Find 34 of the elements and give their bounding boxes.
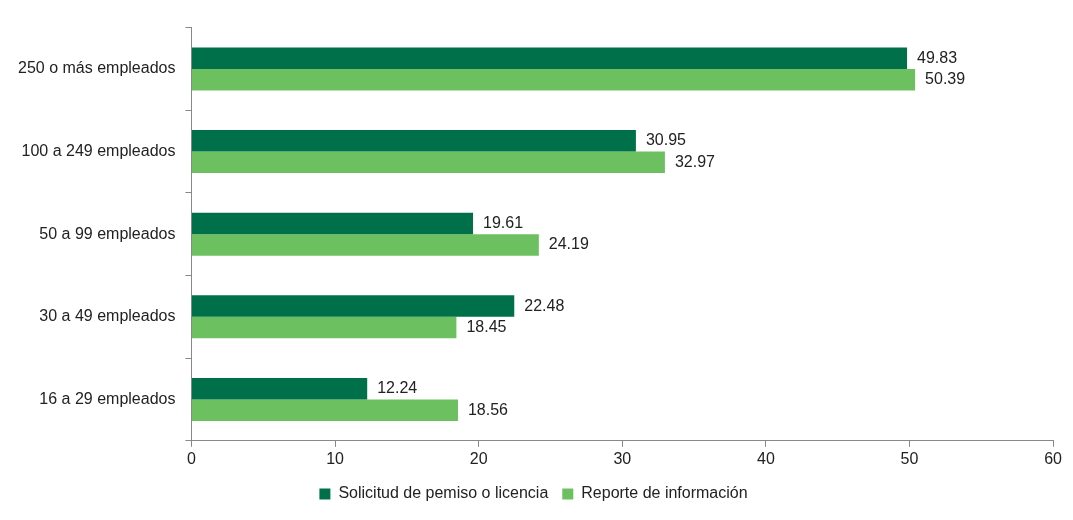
data-label: 18.56 xyxy=(467,400,509,418)
y-tick-label: 16 a 29 empleados xyxy=(39,389,176,407)
data-label: 22.48 xyxy=(524,296,565,314)
data-label: 32.97 xyxy=(674,152,716,170)
y-tick-label: 30 a 49 empleados xyxy=(39,307,176,325)
x-tick-label: 10 xyxy=(326,449,345,467)
y-tick-label: 250 o más empleados xyxy=(17,59,176,77)
bar xyxy=(191,212,474,235)
x-tick-label: 0 xyxy=(186,449,196,467)
data-label: 49.83 xyxy=(917,48,958,66)
y-tick-label: 100 a 249 empleados xyxy=(21,141,176,159)
x-tick-label: 40 xyxy=(756,449,775,467)
x-tick-label: 60 xyxy=(1044,449,1063,467)
bar xyxy=(191,234,539,256)
data-label: 24.19 xyxy=(548,235,589,253)
data-label: 12.24 xyxy=(377,379,418,397)
x-tick-label: 20 xyxy=(469,449,488,467)
data-label: 50.39 xyxy=(925,70,966,88)
x-tick-label: 50 xyxy=(900,449,919,467)
data-label: 19.61 xyxy=(483,213,524,231)
legend-label: Solicitud de pemiso o licencia xyxy=(338,484,549,502)
bar xyxy=(191,151,665,174)
data-label: 18.45 xyxy=(466,317,507,335)
bar xyxy=(191,399,458,421)
bar xyxy=(191,377,368,400)
bar xyxy=(191,68,916,91)
data-label: 30.95 xyxy=(645,131,687,149)
bar xyxy=(191,295,515,317)
x-tick-label: 30 xyxy=(613,449,632,467)
bar xyxy=(191,316,457,339)
y-tick-label: 50 a 99 empleados xyxy=(39,224,176,242)
bar xyxy=(191,130,636,152)
bar xyxy=(191,47,908,69)
legend-label: Reporte de información xyxy=(581,484,748,502)
